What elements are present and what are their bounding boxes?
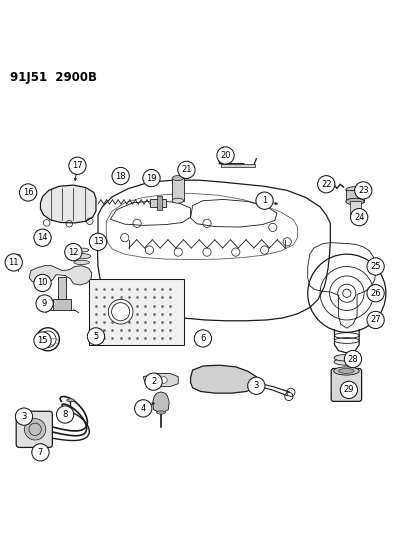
Text: 91J51  2900B: 91J51 2900B [9, 71, 96, 84]
Bar [221, 164, 254, 167]
Circle shape [15, 408, 33, 425]
Circle shape [87, 328, 104, 345]
Text: 25: 25 [370, 262, 380, 271]
Circle shape [317, 175, 334, 193]
Bar [349, 201, 360, 214]
Circle shape [112, 167, 129, 184]
Ellipse shape [338, 368, 354, 374]
Bar [58, 277, 65, 302]
Circle shape [344, 350, 361, 368]
Circle shape [32, 444, 49, 461]
Text: 19: 19 [146, 174, 157, 183]
Circle shape [354, 182, 371, 199]
Circle shape [216, 147, 234, 164]
Bar [150, 199, 166, 207]
Polygon shape [190, 365, 256, 393]
Circle shape [255, 192, 273, 209]
Circle shape [34, 229, 51, 246]
Text: 13: 13 [93, 237, 103, 246]
Bar [157, 196, 161, 210]
Text: 11: 11 [8, 258, 19, 267]
Circle shape [177, 161, 195, 179]
Text: 3: 3 [253, 381, 259, 390]
Ellipse shape [172, 175, 183, 181]
Text: 6: 6 [200, 334, 205, 343]
Ellipse shape [333, 354, 358, 361]
Text: 1: 1 [261, 196, 266, 205]
Bar [172, 178, 183, 201]
Text: 7: 7 [38, 448, 43, 457]
Circle shape [339, 381, 357, 399]
Ellipse shape [333, 359, 358, 365]
Circle shape [69, 157, 86, 174]
Text: 16: 16 [23, 188, 33, 197]
Circle shape [160, 377, 167, 383]
Ellipse shape [172, 198, 183, 203]
Circle shape [64, 244, 82, 261]
Bar [53, 300, 71, 310]
Polygon shape [152, 392, 169, 412]
Text: 14: 14 [37, 233, 47, 242]
Text: 26: 26 [369, 289, 380, 298]
Text: 23: 23 [357, 186, 368, 195]
Bar [89, 279, 183, 345]
Circle shape [147, 377, 153, 383]
Text: 28: 28 [347, 354, 357, 364]
Ellipse shape [345, 187, 363, 193]
Text: 8: 8 [62, 410, 68, 419]
Bar [345, 190, 363, 201]
Circle shape [145, 373, 162, 390]
Circle shape [5, 254, 22, 271]
Circle shape [366, 258, 383, 275]
Circle shape [366, 311, 383, 329]
Ellipse shape [156, 411, 165, 414]
Text: 18: 18 [115, 172, 126, 181]
Circle shape [19, 184, 37, 201]
Circle shape [34, 332, 51, 349]
Circle shape [350, 208, 367, 226]
Circle shape [15, 254, 21, 260]
Ellipse shape [345, 198, 363, 205]
Text: 20: 20 [220, 151, 230, 160]
Ellipse shape [74, 248, 88, 252]
Text: 15: 15 [37, 336, 47, 345]
Circle shape [36, 295, 53, 312]
Ellipse shape [72, 254, 90, 259]
Polygon shape [40, 185, 96, 223]
Text: 4: 4 [140, 404, 145, 413]
Circle shape [134, 400, 152, 417]
Text: 9: 9 [42, 299, 47, 308]
Ellipse shape [74, 260, 89, 264]
Circle shape [56, 406, 74, 423]
FancyBboxPatch shape [330, 368, 361, 401]
Circle shape [142, 169, 160, 187]
Circle shape [34, 274, 51, 292]
Circle shape [89, 233, 107, 251]
Text: 10: 10 [37, 278, 47, 287]
Polygon shape [29, 265, 92, 285]
FancyBboxPatch shape [16, 411, 52, 447]
Text: 3: 3 [21, 412, 26, 421]
Text: 17: 17 [72, 161, 83, 170]
Text: 22: 22 [320, 180, 331, 189]
Circle shape [24, 418, 46, 440]
Ellipse shape [66, 399, 74, 401]
Circle shape [108, 300, 133, 324]
Text: 27: 27 [369, 316, 380, 325]
Text: 24: 24 [353, 213, 363, 222]
Ellipse shape [333, 367, 358, 375]
Text: 21: 21 [181, 165, 191, 174]
Circle shape [194, 330, 211, 347]
Circle shape [247, 377, 264, 394]
Text: 12: 12 [68, 248, 78, 256]
Text: 2: 2 [151, 377, 156, 386]
Circle shape [366, 285, 383, 302]
Polygon shape [143, 374, 178, 386]
Text: 5: 5 [93, 332, 98, 341]
Text: 29: 29 [343, 385, 353, 394]
